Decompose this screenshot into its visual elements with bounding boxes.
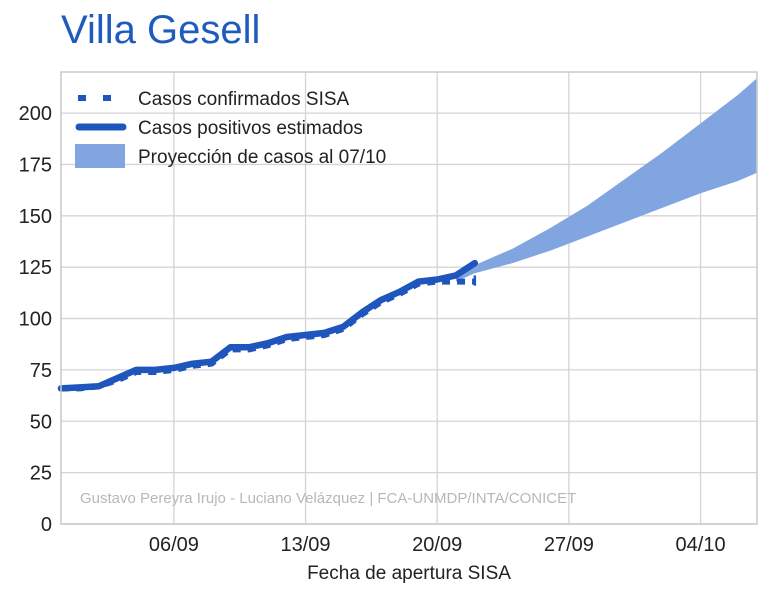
legend: Casos confirmados SISA Casos positivos es… xyxy=(75,89,386,168)
x-ticks: 06/09 13/09 20/09 27/09 04/10 xyxy=(149,534,726,556)
estimated-cases-line xyxy=(57,259,479,392)
x-tick-label: 13/09 xyxy=(281,534,331,556)
plot-frame xyxy=(60,71,758,525)
y-tick-label: 200 xyxy=(19,103,52,125)
x-tick-label: 20/09 xyxy=(412,534,462,556)
y-tick-label: 0 xyxy=(41,514,52,536)
y-tick-label: 125 xyxy=(19,257,52,279)
x-tick-label: 04/10 xyxy=(676,534,726,556)
legend-swatch-projection xyxy=(75,144,125,168)
legend-label: Proyección de casos al 07/10 xyxy=(138,147,386,168)
x-tick-label: 06/09 xyxy=(149,534,199,556)
legend-label: Casos positivos estimados xyxy=(138,118,363,139)
credit-text: Gustavo Pereyra Irujo - Luciano Velázque… xyxy=(80,490,576,507)
series-lines xyxy=(57,259,479,392)
y-ticks: 0 25 50 75 100 125 150 175 200 xyxy=(19,103,52,536)
x-axis-label: Fecha de apertura SISA xyxy=(307,563,511,584)
x-tick-label: 27/09 xyxy=(544,534,594,556)
y-tick-label: 150 xyxy=(19,206,52,228)
y-tick-label: 50 xyxy=(30,411,52,433)
projection-band xyxy=(456,78,757,282)
y-tick-label: 175 xyxy=(19,154,52,176)
y-tick-label: 25 xyxy=(30,463,52,485)
grid-lines xyxy=(61,72,757,525)
y-tick-label: 75 xyxy=(30,360,52,382)
legend-label: Casos confirmados SISA xyxy=(138,89,350,110)
chart-title: Villa Gesell xyxy=(61,8,261,52)
y-tick-label: 100 xyxy=(19,309,52,331)
projection-area xyxy=(456,78,757,282)
